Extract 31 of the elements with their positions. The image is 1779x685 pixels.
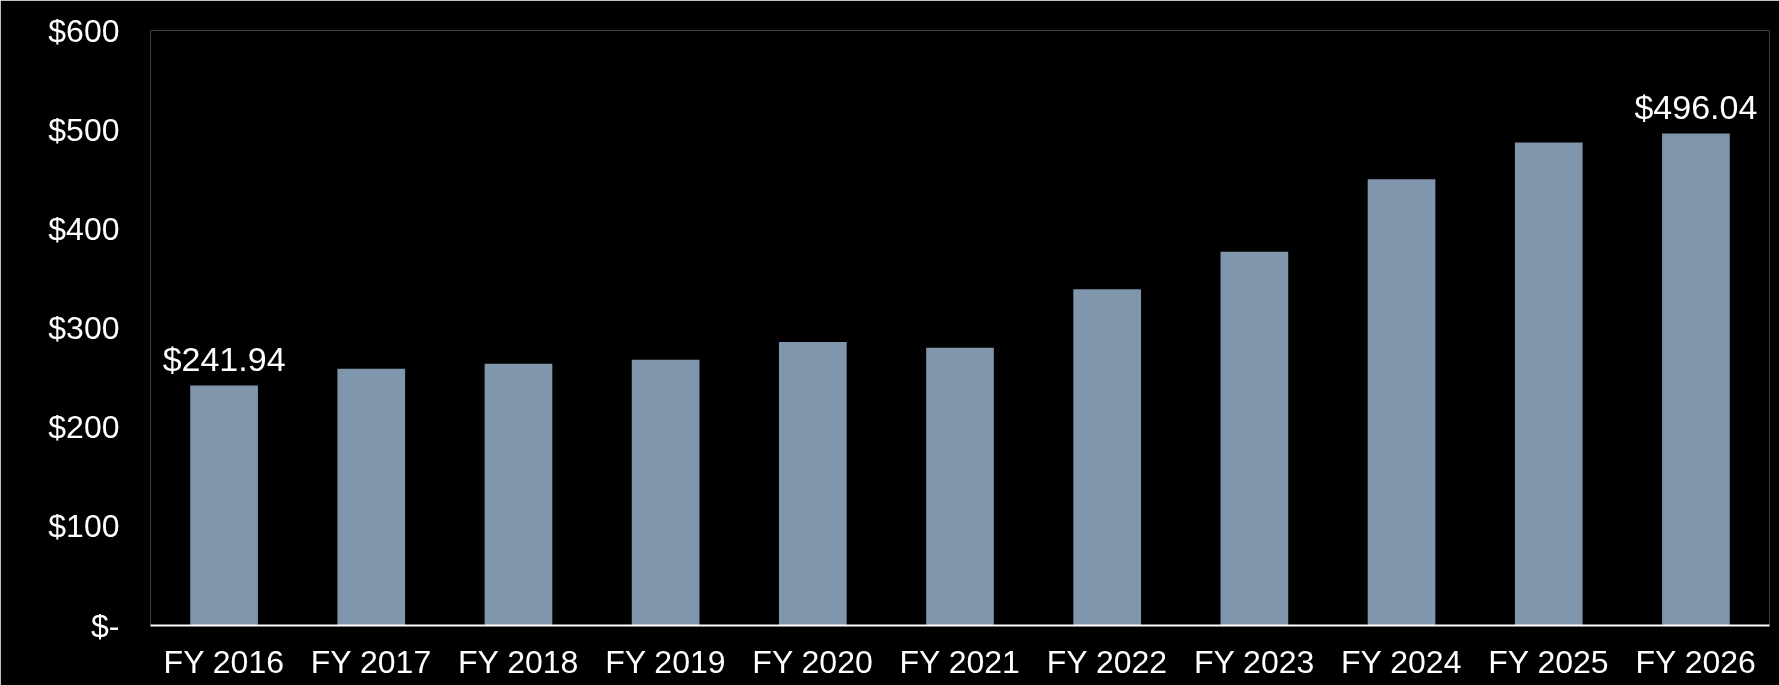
x-tick-label: FY 2026 xyxy=(1635,643,1756,680)
x-tick-label: FY 2016 xyxy=(163,643,284,680)
x-tick-label: FY 2020 xyxy=(752,643,873,680)
x-tick-label: FY 2025 xyxy=(1488,643,1609,680)
x-tick-label: FY 2022 xyxy=(1046,643,1168,680)
y-tick-label: $- xyxy=(91,607,120,644)
x-tick-label: FY 2018 xyxy=(457,643,579,680)
bar xyxy=(631,359,700,626)
bar xyxy=(1073,289,1142,626)
bar xyxy=(1514,142,1583,626)
y-tick-label: $100 xyxy=(48,508,120,545)
bar xyxy=(778,341,847,626)
x-tick-label: FY 2023 xyxy=(1193,643,1315,680)
data-label: $241.94 xyxy=(162,339,286,378)
bar xyxy=(190,385,258,626)
y-tick-label: $200 xyxy=(48,409,120,446)
y-tick-label: $500 xyxy=(48,111,120,148)
y-tick-label: $400 xyxy=(48,210,120,247)
bar xyxy=(926,347,994,626)
bar xyxy=(1662,133,1730,626)
x-tick-label: FY 2019 xyxy=(605,643,726,680)
x-tick-label: FY 2024 xyxy=(1341,643,1462,680)
data-label: $496.04 xyxy=(1634,87,1758,126)
x-tick-label: FY 2017 xyxy=(310,643,432,680)
x-tick-label: FY 2021 xyxy=(899,643,1020,680)
y-tick-label: $600 xyxy=(48,12,120,49)
bar xyxy=(1220,251,1289,626)
bar xyxy=(484,363,553,626)
bar xyxy=(1367,179,1436,626)
bar xyxy=(337,368,406,626)
y-tick-label: $300 xyxy=(48,310,120,346)
